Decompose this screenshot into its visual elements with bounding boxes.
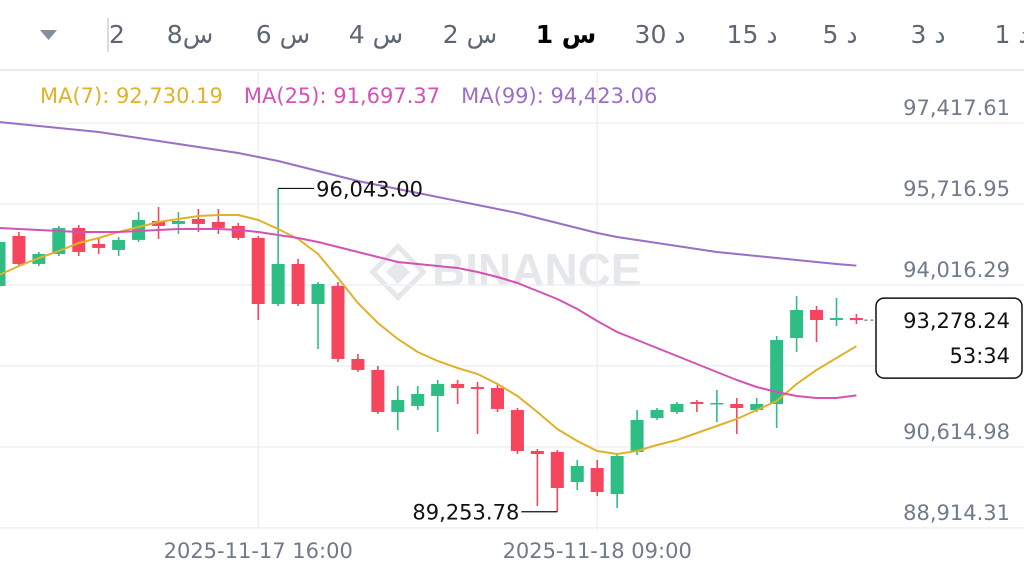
timeframe-tab[interactable]: 8س xyxy=(167,20,213,49)
candle-body xyxy=(331,286,344,359)
candle-body xyxy=(631,420,644,452)
candle-body xyxy=(651,410,664,418)
legend-name: MA(7): xyxy=(40,84,109,108)
y-tick-label: 90,614.98 xyxy=(903,420,1010,444)
candle-body xyxy=(531,451,544,454)
dropdown-arrow[interactable] xyxy=(40,30,57,40)
last-price-label: 93,278.24 xyxy=(903,309,1010,333)
ma-line xyxy=(0,122,856,266)
candle-body xyxy=(571,466,584,482)
candle-body xyxy=(92,244,105,248)
candle-body xyxy=(212,222,225,228)
legend-name: MA(25): xyxy=(244,84,327,108)
candle-body xyxy=(611,456,624,494)
timeframe-tab[interactable]: 4 س xyxy=(349,20,403,49)
candle-body xyxy=(312,284,325,304)
candle-body xyxy=(770,340,783,404)
candle-body xyxy=(690,402,703,404)
candle-body xyxy=(431,384,444,396)
candle-body xyxy=(0,242,6,286)
candle-body xyxy=(192,219,205,224)
candle-body xyxy=(12,236,25,264)
y-tick-label: 88,914.31 xyxy=(903,501,1010,525)
timeframe-tab[interactable]: 1 س xyxy=(536,20,597,49)
legend: MA(7): 92,730.19 MA(25): 91,697.37 MA(99… xyxy=(40,84,657,108)
timeframe-tab[interactable]: 1 د xyxy=(995,20,1024,49)
countdown: 53:34 xyxy=(949,344,1010,368)
y-tick-label: 97,417.61 xyxy=(903,96,1010,120)
candle-body xyxy=(850,318,863,320)
candle-body xyxy=(252,238,265,304)
legend-name: MA(99): xyxy=(461,84,544,108)
candle-body xyxy=(830,318,843,320)
low-marker-label: 89,253.78 xyxy=(412,501,519,525)
candle-body xyxy=(790,310,803,338)
candle-body xyxy=(351,359,364,370)
candle-body xyxy=(172,221,185,224)
candle-body xyxy=(551,452,564,488)
y-tick-label: 94,016.29 xyxy=(903,258,1010,282)
candle-body xyxy=(730,404,743,408)
candle-body xyxy=(491,388,504,409)
legend-value: 91,697.37 xyxy=(333,84,440,108)
candle-body xyxy=(670,404,683,412)
candle-body xyxy=(371,370,384,412)
timeframe-tab[interactable]: 2 xyxy=(109,20,125,49)
x-tick-label: 2025-11-17 16:00 xyxy=(164,539,353,563)
candle-body xyxy=(451,384,464,388)
candle-body xyxy=(810,310,823,320)
candle-body xyxy=(710,403,723,405)
candle-body xyxy=(391,400,404,412)
high-marker-label: 96,043.00 xyxy=(316,177,423,201)
candle-body xyxy=(292,264,305,304)
watermark: BINANCE xyxy=(373,244,642,297)
candle-body xyxy=(411,394,424,406)
x-tick-label: 2025-11-18 09:00 xyxy=(503,539,692,563)
timeframe-tab[interactable]: 15 د xyxy=(727,20,778,49)
y-tick-label: 95,716.95 xyxy=(903,177,1010,201)
timeframe-tab[interactable]: 2 س xyxy=(443,20,497,49)
legend-value: 92,730.19 xyxy=(116,84,223,108)
timeframe-tab[interactable]: 3 د xyxy=(911,20,946,49)
candle-body xyxy=(112,240,125,250)
candle-body xyxy=(511,410,524,451)
legend-value: 94,423.06 xyxy=(551,84,658,108)
watermark-logo xyxy=(373,247,424,298)
candle-body xyxy=(471,387,484,389)
timeframe-tab[interactable]: 5 د xyxy=(823,20,858,49)
ma-line xyxy=(0,215,856,454)
timeframe-tab[interactable]: 6 س xyxy=(256,20,310,49)
candle-body xyxy=(591,468,604,492)
timeframe-tab[interactable]: 30 د xyxy=(635,20,686,49)
candle-body xyxy=(232,226,245,238)
candle-body xyxy=(272,264,285,304)
